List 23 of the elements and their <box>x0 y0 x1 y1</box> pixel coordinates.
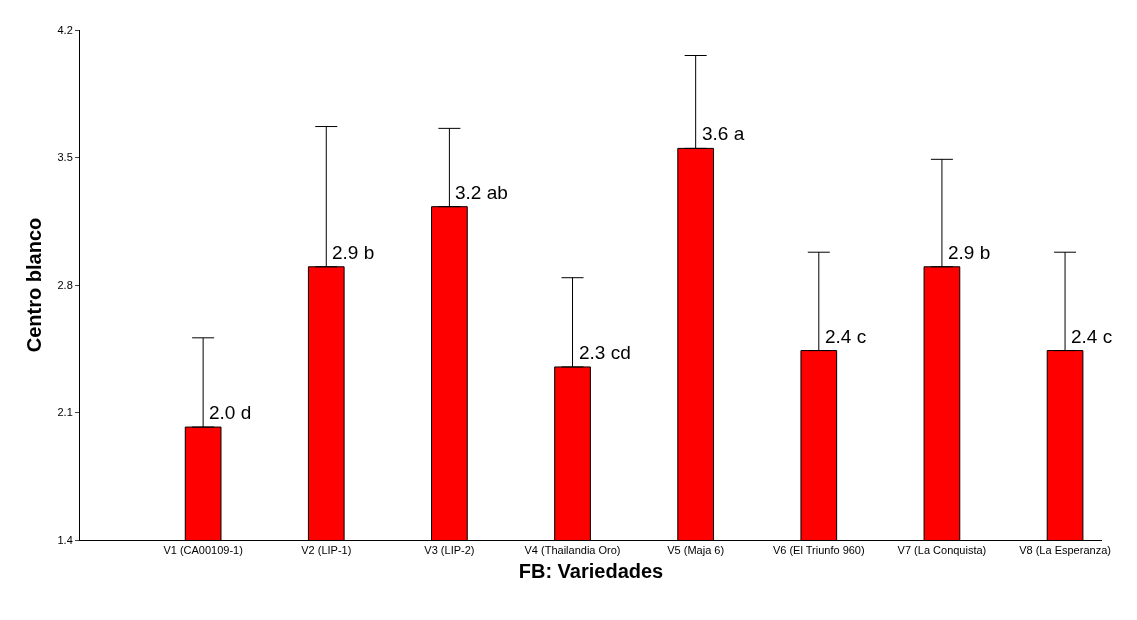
data-label: 2.9 b <box>948 242 991 263</box>
data-label: 2.3 cd <box>579 342 631 363</box>
y-tick-label: 4.2 <box>57 23 73 36</box>
y-tick-label: 3.5 <box>57 151 73 164</box>
y-tick-label: 1.4 <box>57 533 73 546</box>
data-label: 2.0 d <box>209 402 252 423</box>
x-tick-label: V2 (LIP-1) <box>301 544 352 557</box>
data-label: 3.6 a <box>702 123 745 144</box>
data-label: 2.4 c <box>825 326 867 347</box>
data-label: 2.4 c <box>1071 326 1113 347</box>
x-tick-label: V4 (Thailandia Oro) <box>524 544 621 557</box>
x-tick-label: V5 (Maja 6) <box>667 544 725 557</box>
x-tick-label: V3 (LIP-2) <box>424 544 475 557</box>
x-tick-label: V1 (CA00109-1) <box>163 544 243 557</box>
y-tick-label: 2.8 <box>57 278 73 291</box>
y-tick-label: 2.1 <box>57 406 73 419</box>
x-tick-label: V6 (El Triunfo 960) <box>772 544 865 557</box>
x-axis-title: FB: Variedades <box>518 559 664 582</box>
data-label: 3.2 ab <box>455 182 508 203</box>
y-axis-title: Centro blanco <box>23 217 45 353</box>
data-label: 2.9 b <box>332 242 375 263</box>
x-tick-label: V8 (La Esperanza) <box>1019 544 1111 557</box>
x-tick-label: V7 (La Conquista) <box>897 544 987 557</box>
